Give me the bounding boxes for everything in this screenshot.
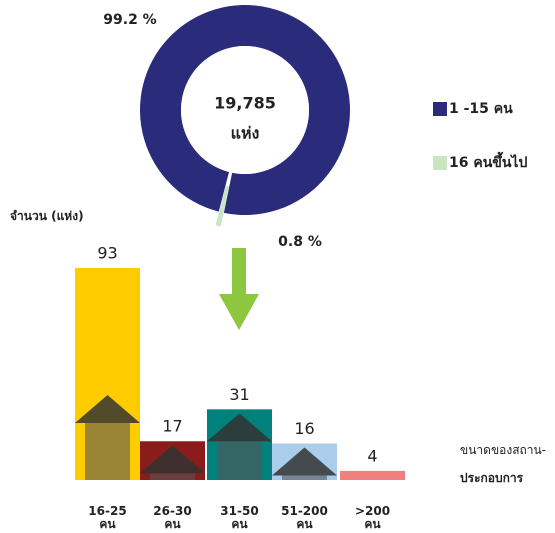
y-axis-label: จำนวน (แห่ง) [10, 209, 84, 223]
house-icon [217, 441, 262, 480]
legend-label: 1 -15 คน [449, 101, 513, 117]
arrow [219, 248, 259, 330]
value-label: 99.2 % [103, 12, 156, 28]
x-axis-label: ขนาดของสถาน- [460, 443, 547, 457]
house-icon [85, 423, 130, 480]
x-tick-label: 26-30 คน [153, 504, 192, 531]
value-label: 17 [162, 417, 182, 436]
donut-slice [215, 185, 229, 227]
house-icon [140, 445, 205, 474]
house-icon [150, 473, 195, 480]
x-tick-label: 51-200 คน [281, 504, 328, 531]
value-label: 0.8 % [278, 234, 322, 250]
value-label: 4 [367, 446, 377, 465]
house-icon [75, 395, 140, 423]
bar [340, 470, 405, 480]
house-icon [272, 447, 337, 476]
x-tick-label: 16-25 คน [88, 504, 127, 531]
value-label: 16 [294, 419, 314, 438]
legend-label: 16 คนขึ้นไป [449, 151, 527, 171]
donut-hole [181, 46, 309, 174]
x-tick-label: >200 คน [354, 504, 391, 531]
donut-slice [140, 5, 351, 216]
house-icon [207, 413, 272, 442]
house-icon [282, 475, 327, 480]
x-axis-label: ประกอบการ [460, 471, 524, 485]
legend-swatch [433, 102, 447, 116]
center-label: แห่ง [231, 124, 260, 143]
value-label: 31 [229, 385, 249, 404]
x-tick-label: 31-50 คน [220, 504, 259, 531]
legend-swatch [433, 156, 447, 170]
center-label: 19,785 [214, 94, 276, 113]
value-label: 93 [97, 244, 117, 263]
